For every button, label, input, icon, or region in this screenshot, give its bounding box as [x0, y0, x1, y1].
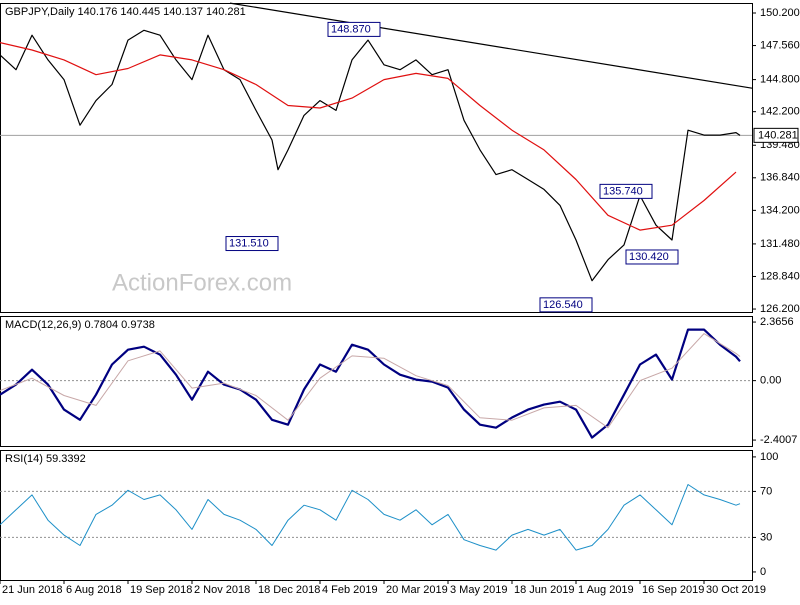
watermark: ActionForex.com [112, 269, 292, 296]
y-tick-label: 100 [760, 451, 778, 463]
panel-title: RSI(14) 59.3392 [5, 453, 86, 465]
price-annotation-label: 135.740 [603, 185, 643, 197]
y-tick-label: 2.3656 [760, 316, 794, 328]
x-tick-label: 4 Feb 2019 [322, 584, 378, 596]
y-tick-label: 0.00 [760, 375, 781, 387]
y-tick-label: 0 [760, 566, 766, 578]
y-tick-label: 136.840 [760, 172, 800, 184]
y-tick-label: 70 [760, 485, 772, 497]
panel-title: GBPJPY,Daily 140.176 140.445 140.137 140… [5, 6, 246, 18]
y-tick-label: 147.560 [760, 39, 800, 51]
y-tick-label: 126.200 [760, 303, 800, 315]
x-tick-label: 3 May 2019 [450, 584, 507, 596]
x-tick-label: 20 Mar 2019 [386, 584, 448, 596]
series-line [0, 333, 741, 429]
y-tick-label: -2.4007 [760, 434, 797, 446]
x-tick-label: 19 Sep 2018 [130, 584, 192, 596]
x-tick-label: 16 Sep 2019 [642, 584, 704, 596]
price-annotation-label: 148.870 [331, 23, 371, 35]
series-line [0, 42, 737, 231]
panel-frame [0, 316, 753, 447]
price-annotation-box [225, 236, 279, 252]
x-tick-label: 21 Jun 2018 [2, 584, 63, 596]
series-line [229, 2, 753, 89]
series-line [0, 484, 741, 551]
y-tick-label: 30 [760, 531, 772, 543]
series-line [0, 29, 741, 282]
price-annotation-box [539, 297, 593, 313]
price-annotation-box [599, 183, 653, 199]
panel-frame [0, 3, 753, 313]
price-annotation-label: 130.420 [629, 251, 669, 263]
current-price-label: 140.281 [758, 129, 798, 141]
x-tick-label: 30 Oct 2019 [706, 584, 766, 596]
current-price-box [753, 127, 799, 143]
x-tick-label: 2 Nov 2018 [194, 584, 250, 596]
price-annotation-label: 126.540 [543, 299, 583, 311]
series-line [0, 328, 741, 439]
y-tick-label: 150.200 [760, 7, 800, 19]
x-tick-label: 1 Aug 2019 [578, 584, 634, 596]
panel-frame [0, 450, 753, 581]
y-tick-label: 144.800 [760, 74, 800, 86]
y-tick-label: 131.480 [760, 238, 800, 250]
price-annotation-box [625, 249, 679, 265]
x-tick-label: 18 Dec 2018 [258, 584, 320, 596]
price-annotation-label: 131.510 [229, 237, 269, 249]
x-tick-label: 6 Aug 2018 [66, 584, 122, 596]
y-tick-label: 142.200 [760, 106, 800, 118]
y-tick-label: 128.840 [760, 270, 800, 282]
y-tick-label: 134.200 [760, 204, 800, 216]
price-annotation-box [327, 21, 381, 37]
panel-title: MACD(12,26,9) 0.7804 0.9738 [5, 319, 155, 331]
x-tick-label: 18 Jun 2019 [514, 584, 575, 596]
